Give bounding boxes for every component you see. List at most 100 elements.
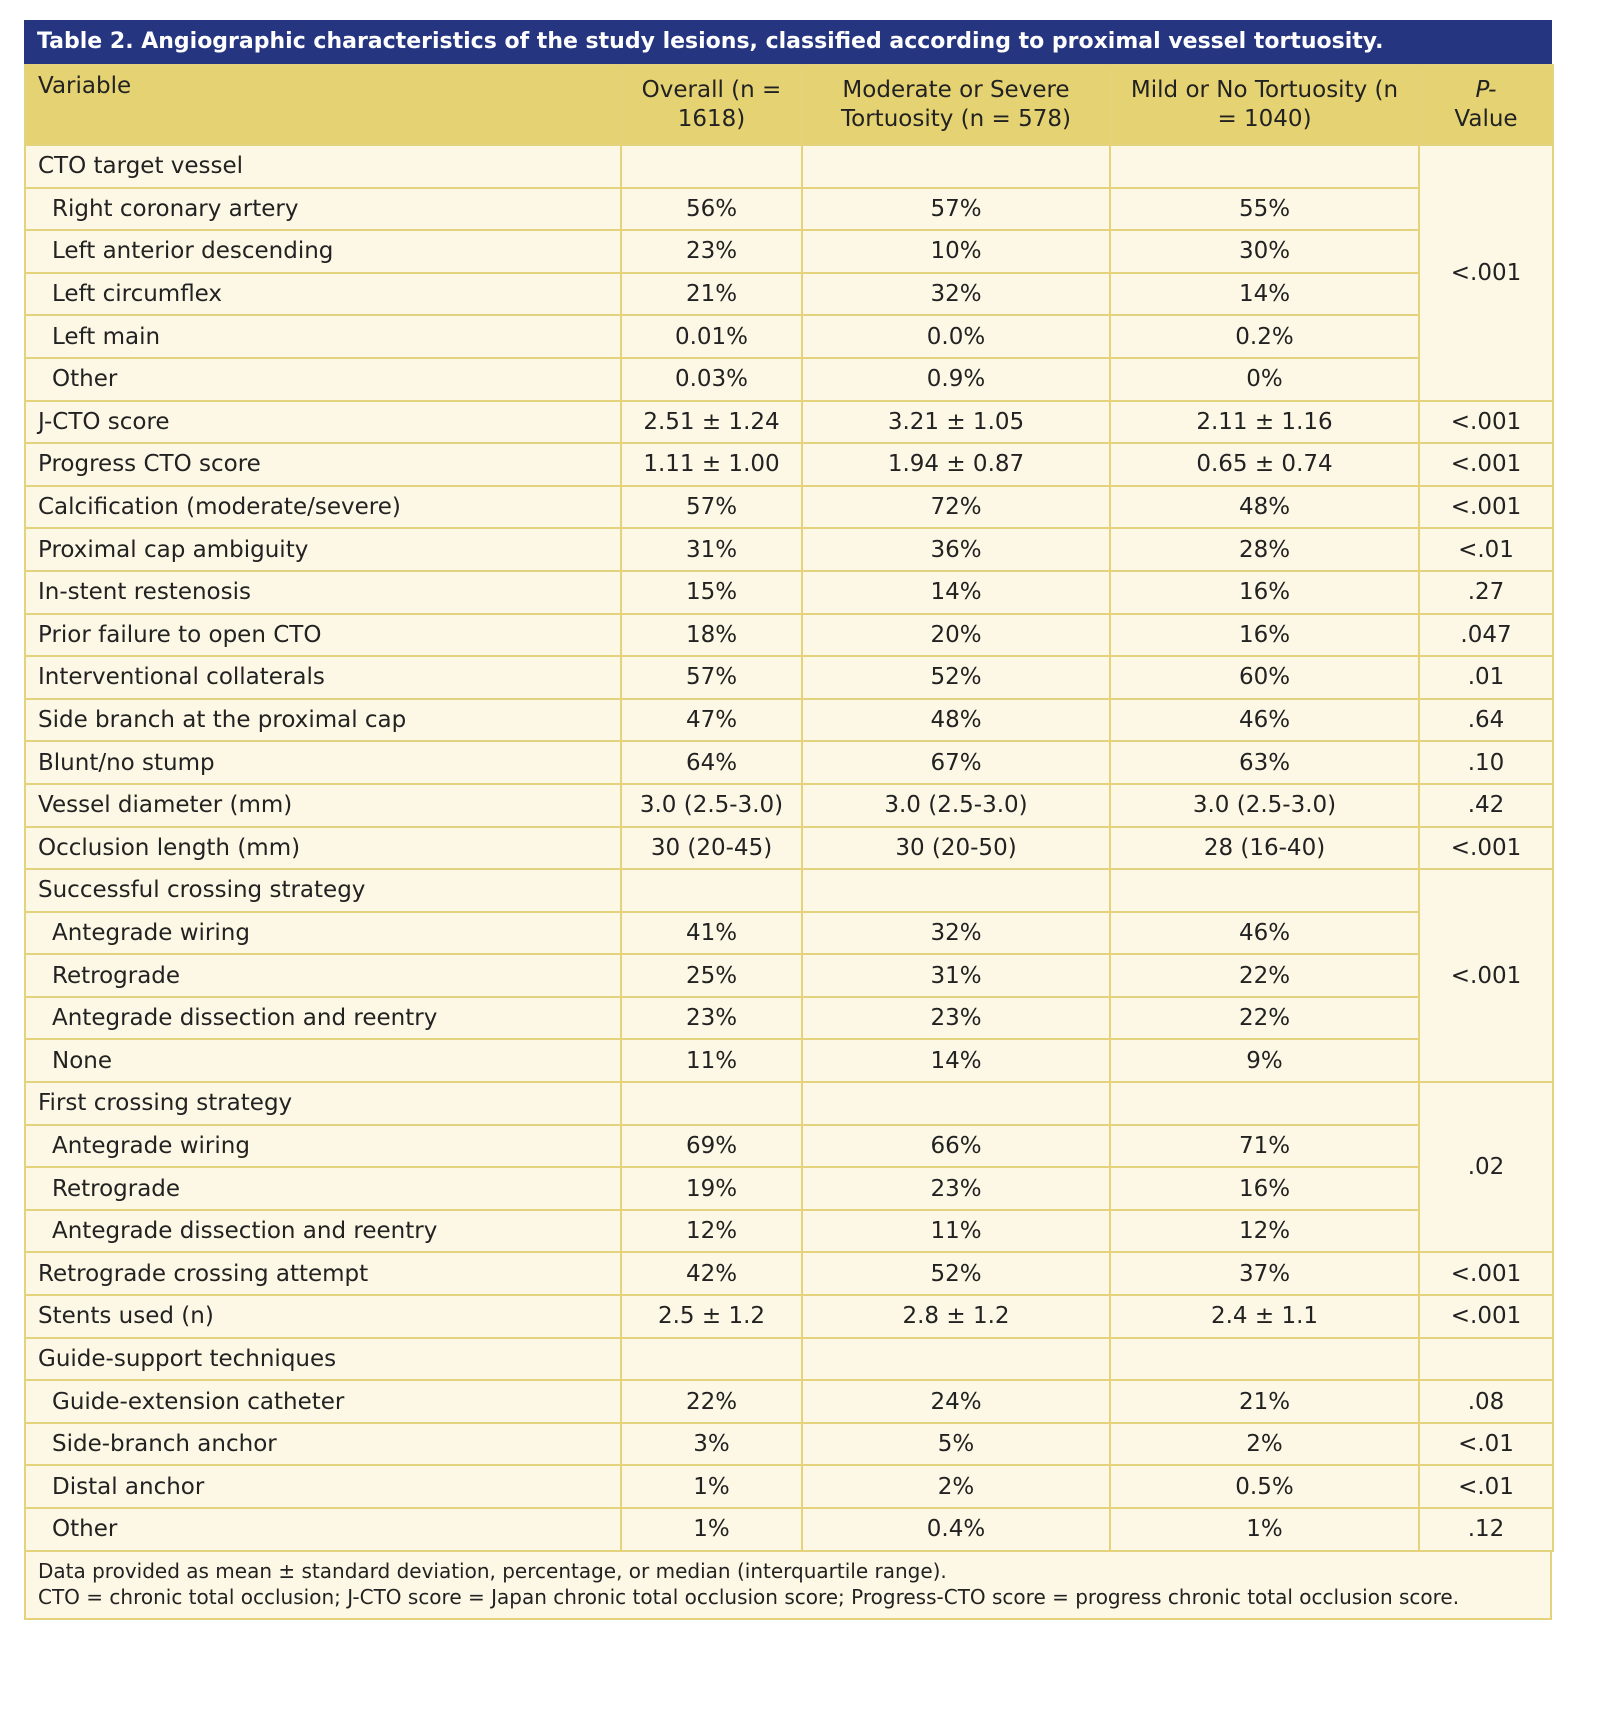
header-row: Variable Overall (n = 1618) Moderate or … xyxy=(24,64,1554,146)
value-cell: 36% xyxy=(801,527,1111,572)
value-cell: 0.01% xyxy=(620,314,803,359)
empty-cell xyxy=(620,1336,803,1382)
row: Guide-support techniques xyxy=(24,1336,1554,1382)
p-value-cell: <.001 xyxy=(1418,144,1554,402)
p-value-cell: .42 xyxy=(1418,782,1554,828)
value-cell: 37% xyxy=(1109,1251,1420,1297)
p-value-cell: <.001 xyxy=(1418,399,1554,445)
value-cell: 9% xyxy=(1109,1038,1420,1084)
footnote: Data provided as mean ± standard deviati… xyxy=(38,1558,947,1583)
value-cell: 32% xyxy=(801,910,1111,956)
value-cell: 2.4 ± 1.1 xyxy=(1109,1294,1420,1339)
row: Side branch at the proximal cap 47% 48% 46%… xyxy=(24,697,1554,743)
row: Progress CTO score 1.11 ± 1.00 1.94 ± 0.87… xyxy=(24,442,1554,487)
variable-cell: Progress CTO score xyxy=(24,442,622,487)
value-cell: 42% xyxy=(620,1251,803,1297)
variable-cell: Other xyxy=(24,356,622,402)
value-cell: 1.11 ± 1.00 xyxy=(620,442,803,487)
row: Blunt/no stump 64% 67% 63% .10 xyxy=(24,740,1554,785)
row: J-CTO score 2.51 ± 1.24 3.21 ± 1.05 2.11 ± … xyxy=(24,399,1554,445)
p-value-cell: .10 xyxy=(1418,740,1554,785)
header-text: Value xyxy=(1454,106,1518,132)
variable-cell: Stents used (n) xyxy=(24,1294,622,1339)
row: In-stent restenosis 15% 14% 16% .27 xyxy=(24,569,1554,615)
sub-row: Distal anchor 1% 2% 0.5% <.01 xyxy=(24,1464,1554,1509)
value-cell: 23% xyxy=(620,995,803,1041)
value-cell: 46% xyxy=(1109,910,1420,956)
value-cell: 52% xyxy=(801,1251,1111,1297)
row: Stents used (n) 2.5 ± 1.2 2.8 ± 1.2 2.4 ± 1… xyxy=(24,1294,1554,1339)
value-cell: 12% xyxy=(1109,1208,1420,1254)
value-cell: 0.2% xyxy=(1109,314,1420,359)
table-body: CTO target vessel <.001 Right coronary art… xyxy=(24,144,1554,1552)
value-cell: 18% xyxy=(620,612,803,658)
value-cell: 12% xyxy=(620,1208,803,1254)
value-cell: 3% xyxy=(620,1421,803,1467)
variable-cell: Right coronary artery xyxy=(24,186,622,232)
value-cell: 57% xyxy=(620,484,803,530)
p-value-cell: <.001 xyxy=(1418,1251,1554,1297)
value-cell: 32% xyxy=(801,271,1111,317)
value-cell: 16% xyxy=(1109,569,1420,615)
variable-cell: Retrograde xyxy=(24,1166,622,1211)
variable-cell: Other xyxy=(24,1507,622,1552)
sub-row: Left main 0.01% 0.0% 0.2% xyxy=(24,314,1553,359)
value-cell: 28% xyxy=(1109,527,1420,572)
variable-cell: CTO target vessel xyxy=(24,144,622,189)
p-value-cell: <.001 xyxy=(1418,825,1554,871)
variable-cell: Vessel diameter (mm) xyxy=(24,782,622,828)
variable-cell: None xyxy=(24,1038,622,1084)
variable-cell: J-CTO score xyxy=(24,399,622,445)
p-value-cell: <.001 xyxy=(1418,868,1554,1084)
header-cell: Moderate or Severe Tortuosity (n = 578) xyxy=(801,64,1111,146)
sub-row: Antegrade wiring 41% 32% 46% xyxy=(24,910,1553,956)
row: Vessel diameter (mm) 3.0 (2.5-3.0) 3.0 (2.… xyxy=(24,782,1554,828)
header-cell: Mild or No Tortuosity (n = 1040) xyxy=(1109,64,1420,146)
value-cell: 30 (20-50) xyxy=(801,825,1111,871)
value-cell: 47% xyxy=(620,697,803,743)
empty-cell xyxy=(1418,1336,1554,1382)
value-cell: 63% xyxy=(1109,740,1420,785)
variable-cell: Interventional collaterals xyxy=(24,655,622,700)
sub-row: Other 0.03% 0.9% 0% xyxy=(24,356,1553,402)
value-cell: 0% xyxy=(1109,356,1420,402)
p-value-cell: .01 xyxy=(1418,655,1554,700)
variable-cell: Side-branch anchor xyxy=(24,1421,622,1467)
empty-cell xyxy=(801,144,1111,189)
value-cell: 3.0 (2.5-3.0) xyxy=(801,782,1111,828)
value-cell: 41% xyxy=(620,910,803,956)
value-cell: 0.03% xyxy=(620,356,803,402)
value-cell: 11% xyxy=(801,1208,1111,1254)
row: Interventional collaterals 57% 52% 60% .01 xyxy=(24,655,1554,700)
variable-cell: Prior failure to open CTO xyxy=(24,612,622,658)
sub-row: Left circumflex 21% 32% 14% xyxy=(24,271,1553,317)
value-cell: 28 (16-40) xyxy=(1109,825,1420,871)
row: Prior failure to open CTO 18% 20% 16% .047 xyxy=(24,612,1554,658)
value-cell: 21% xyxy=(1109,1379,1420,1424)
header-cell: Overall (n = 1618) xyxy=(620,64,803,146)
value-cell: 14% xyxy=(801,1038,1111,1084)
value-cell: 1% xyxy=(1109,1507,1420,1552)
p-value-cell: <.01 xyxy=(1418,1421,1554,1467)
variable-cell: Left circumflex xyxy=(24,271,622,317)
value-cell: 30 (20-45) xyxy=(620,825,803,871)
value-cell: 57% xyxy=(620,655,803,700)
footnote: CTO = chronic total occlusion; J-CTO sco… xyxy=(38,1584,1460,1609)
header-cell: P- Value xyxy=(1418,64,1554,146)
empty-cell xyxy=(620,144,803,189)
value-cell: 48% xyxy=(1109,484,1420,530)
row: Calcification (moderate/severe) 57% 72% 48%… xyxy=(24,484,1554,530)
row: Proximal cap ambiguity 31% 36% 28% <.01 xyxy=(24,527,1554,572)
value-cell: 2.51 ± 1.24 xyxy=(620,399,803,445)
sub-row: Retrograde 19% 23% 16% xyxy=(24,1166,1553,1211)
variable-cell: Occlusion length (mm) xyxy=(24,825,622,871)
value-cell: 21% xyxy=(620,271,803,317)
sub-row: Side-branch anchor 3% 5% 2% <.01 xyxy=(24,1421,1554,1467)
value-cell: 3.0 (2.5-3.0) xyxy=(620,782,803,828)
value-cell: 10% xyxy=(801,229,1111,274)
value-cell: 46% xyxy=(1109,697,1420,743)
value-cell: 20% xyxy=(801,612,1111,658)
p-value-cell: .08 xyxy=(1418,1379,1554,1424)
row: Retrograde crossing attempt 42% 52% 37% <.00… xyxy=(24,1251,1554,1297)
value-cell: 69% xyxy=(620,1123,803,1169)
